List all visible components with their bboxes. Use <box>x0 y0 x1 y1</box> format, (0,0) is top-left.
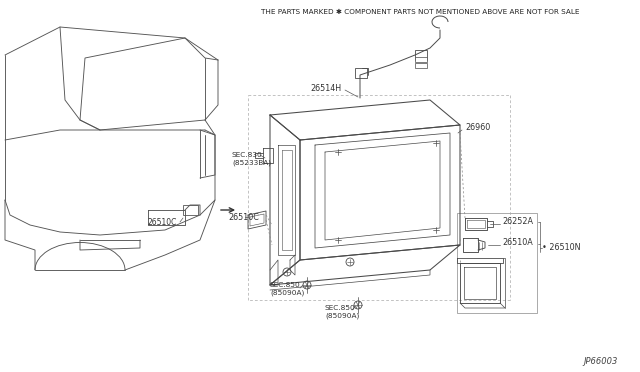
Bar <box>415 57 427 62</box>
Bar <box>457 213 537 313</box>
Bar <box>183 205 198 215</box>
Text: SEC.850: SEC.850 <box>270 282 301 288</box>
Bar <box>355 68 367 78</box>
Circle shape <box>283 268 291 276</box>
Text: JP66003: JP66003 <box>584 357 618 366</box>
Text: 26514H: 26514H <box>310 83 341 93</box>
Text: (85233BA): (85233BA) <box>232 160 271 166</box>
Text: 26510C: 26510C <box>148 218 177 227</box>
Text: THE PARTS MARKED ✱ COMPONENT PARTS NOT MENTIONED ABOVE ARE NOT FOR SALE: THE PARTS MARKED ✱ COMPONENT PARTS NOT M… <box>260 9 579 15</box>
Text: SEC.830: SEC.830 <box>232 152 263 158</box>
Text: 26510C: 26510C <box>228 212 259 221</box>
Text: (85090A): (85090A) <box>325 313 360 319</box>
Text: (85090A): (85090A) <box>270 290 305 296</box>
Bar <box>415 50 427 60</box>
Text: SEC.850: SEC.850 <box>325 305 356 311</box>
Text: 26960: 26960 <box>465 122 490 131</box>
Bar <box>415 63 427 68</box>
Circle shape <box>354 301 362 309</box>
Circle shape <box>346 258 354 266</box>
Text: 26510A: 26510A <box>502 237 532 247</box>
Text: 26252A: 26252A <box>502 217 533 225</box>
Circle shape <box>303 281 311 289</box>
Text: • 26510N: • 26510N <box>542 244 580 253</box>
